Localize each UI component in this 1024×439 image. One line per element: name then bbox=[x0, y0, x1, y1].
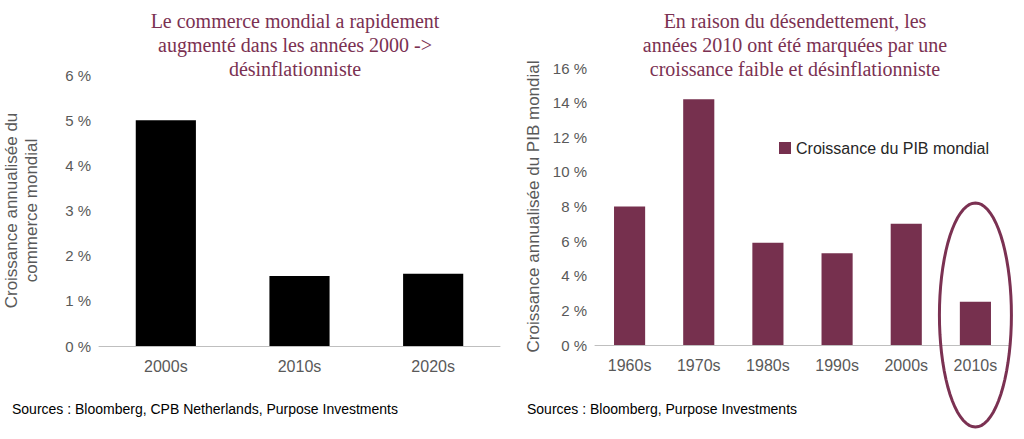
svg-text:1 %: 1 % bbox=[65, 292, 91, 309]
svg-text:croissance faible et désinflat: croissance faible et désinflationniste bbox=[650, 58, 941, 80]
svg-text:En raison du désendettement, l: En raison du désendettement, les bbox=[664, 10, 927, 32]
svg-text:Croissance annualisée du: Croissance annualisée du bbox=[2, 113, 21, 309]
svg-text:commerce mondial: commerce mondial bbox=[22, 139, 41, 283]
svg-text:2010s: 2010s bbox=[278, 358, 322, 375]
svg-text:Croissance du PIB mondial: Croissance du PIB mondial bbox=[796, 140, 989, 157]
svg-text:2020s: 2020s bbox=[411, 358, 455, 375]
svg-text:0 %: 0 % bbox=[65, 338, 91, 355]
svg-text:augmenté dans les années 2000: augmenté dans les années 2000 -> bbox=[158, 34, 432, 57]
svg-text:désinflationniste: désinflationniste bbox=[229, 58, 361, 80]
svg-text:années 2010 ont été marquées p: années 2010 ont été marquées par une bbox=[643, 34, 947, 57]
svg-text:2 %: 2 % bbox=[561, 302, 587, 319]
svg-text:10 %: 10 % bbox=[553, 163, 587, 180]
svg-text:1960s: 1960s bbox=[608, 357, 652, 374]
svg-text:8 %: 8 % bbox=[561, 198, 587, 215]
svg-text:2000s: 2000s bbox=[144, 358, 188, 375]
svg-text:6 %: 6 % bbox=[561, 233, 587, 250]
svg-text:Sources : Bloomberg, Purpose I: Sources : Bloomberg, Purpose Investments bbox=[527, 401, 797, 417]
svg-text:2 %: 2 % bbox=[65, 247, 91, 264]
svg-text:2000s: 2000s bbox=[884, 357, 928, 374]
svg-text:2010s: 2010s bbox=[954, 357, 998, 374]
svg-text:6 %: 6 % bbox=[65, 67, 91, 84]
svg-text:4 %: 4 % bbox=[65, 157, 91, 174]
svg-text:12 %: 12 % bbox=[553, 129, 587, 146]
svg-text:5 %: 5 % bbox=[65, 112, 91, 129]
svg-text:3 %: 3 % bbox=[65, 202, 91, 219]
svg-text:1970s: 1970s bbox=[677, 357, 721, 374]
svg-text:0 %: 0 % bbox=[561, 337, 587, 354]
svg-text:1990s: 1990s bbox=[815, 357, 859, 374]
svg-text:14 %: 14 % bbox=[553, 94, 587, 111]
svg-text:Sources : Bloomberg, CPB Nethe: Sources : Bloomberg, CPB Netherlands, Pu… bbox=[12, 401, 398, 417]
svg-text:16 %: 16 % bbox=[553, 60, 587, 77]
svg-text:Le commerce mondial a rapideme: Le commerce mondial a rapidement bbox=[151, 10, 440, 33]
svg-text:Croissance annualisée du PIB m: Croissance annualisée du PIB mondial bbox=[524, 60, 543, 352]
svg-text:4 %: 4 % bbox=[561, 267, 587, 284]
svg-text:1980s: 1980s bbox=[746, 357, 790, 374]
